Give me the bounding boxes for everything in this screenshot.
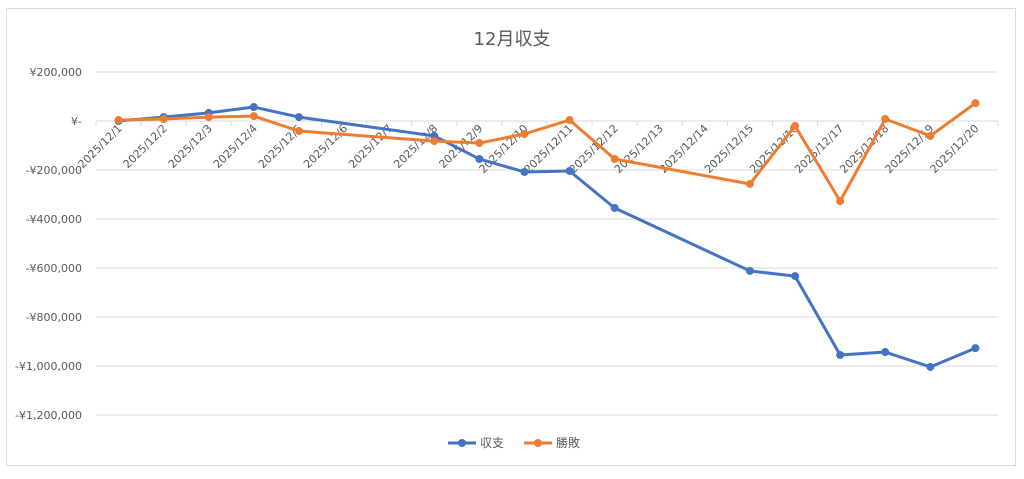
data-point	[836, 197, 845, 206]
chart-title: 12月収支	[474, 29, 551, 50]
data-point	[430, 137, 439, 146]
data-point	[610, 203, 619, 212]
data-point	[881, 115, 890, 124]
x-tick-label: 2025/12/2	[121, 122, 170, 171]
data-point	[971, 99, 980, 108]
chart-area	[6, 8, 1016, 466]
y-tick-label: -¥200,000	[26, 164, 82, 177]
y-tick-label: -¥800,000	[26, 311, 82, 324]
data-point	[249, 112, 258, 121]
data-point	[926, 131, 935, 140]
data-point	[836, 350, 845, 359]
y-tick-label: -¥1,000,000	[15, 360, 82, 373]
data-point	[881, 348, 890, 357]
legend-marker	[458, 439, 466, 447]
y-tick-label: -¥600,000	[26, 262, 82, 275]
legend-label: 収支	[480, 436, 504, 450]
legend-marker	[534, 439, 542, 447]
series-line-収支	[118, 105, 977, 369]
data-point	[745, 266, 754, 275]
x-tick-label: 2025/12/4	[211, 122, 260, 171]
data-point	[114, 116, 123, 125]
y-tick-label: -¥400,000	[26, 213, 82, 226]
series-line-勝敗	[118, 101, 977, 203]
data-point	[565, 166, 574, 175]
data-point	[745, 179, 754, 188]
x-tick-label: 2025/12/8	[391, 122, 440, 171]
data-point	[475, 139, 484, 148]
data-point	[520, 167, 529, 176]
x-tick-label: 2025/12/1	[76, 122, 125, 171]
data-point	[565, 116, 574, 125]
data-point	[159, 115, 168, 124]
y-tick-label: ¥-	[71, 115, 82, 128]
data-point	[971, 344, 980, 353]
x-tick-label: 2025/12/20	[928, 122, 982, 176]
data-point	[926, 362, 935, 371]
data-point	[294, 127, 303, 136]
data-point	[294, 113, 303, 122]
x-tick-label: 2025/12/3	[166, 122, 215, 171]
data-point	[204, 113, 213, 122]
legend-label: 勝敗	[556, 435, 580, 450]
data-point	[475, 154, 484, 163]
y-tick-label: ¥200,000	[30, 66, 83, 79]
y-tick-label: -¥1,200,000	[15, 409, 82, 422]
data-point	[791, 272, 800, 281]
data-point	[610, 154, 619, 163]
data-point	[791, 121, 800, 130]
data-point	[520, 129, 529, 138]
data-point	[249, 103, 258, 112]
x-tick-label: 2025/12/6	[301, 122, 350, 171]
